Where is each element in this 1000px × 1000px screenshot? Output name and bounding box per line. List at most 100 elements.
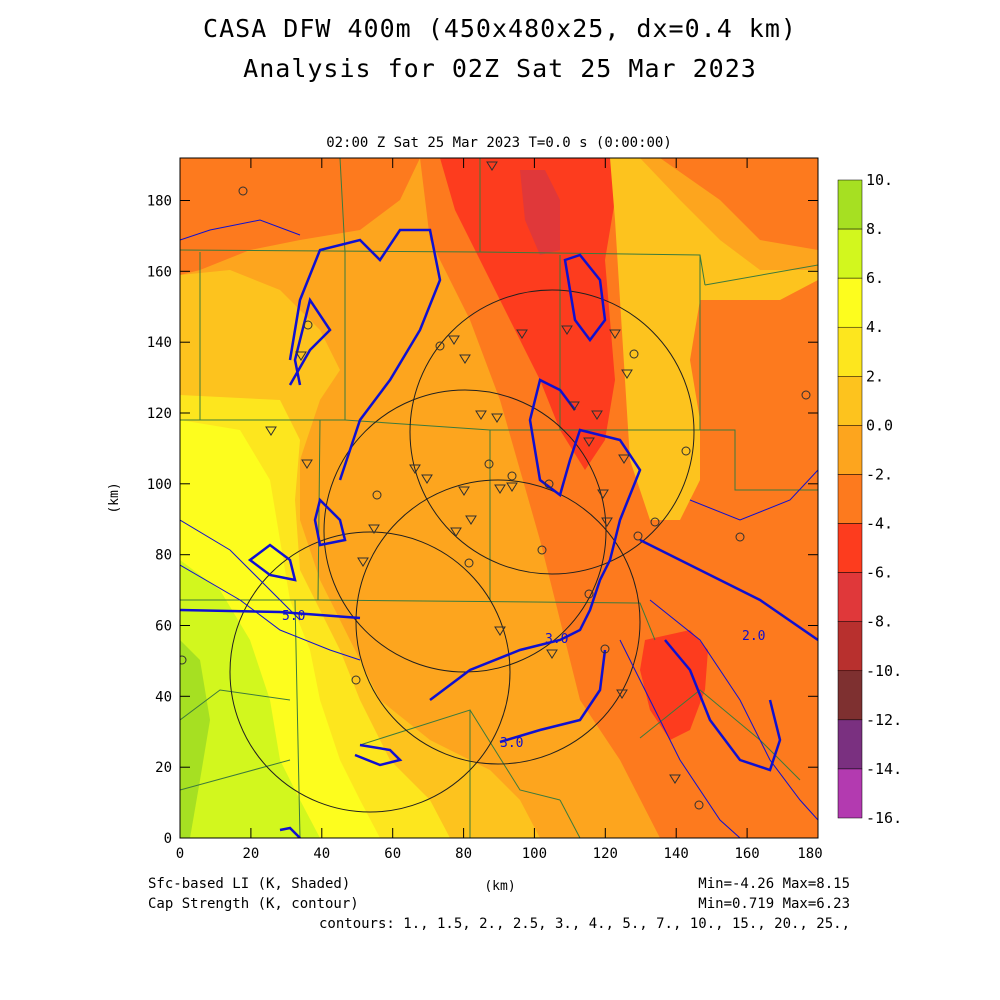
x-tick-label: 140 xyxy=(664,846,689,862)
y-tick-label: 140 xyxy=(147,335,172,351)
cap-contour-3a xyxy=(429,378,642,701)
axis-ticks xyxy=(179,158,819,839)
y-tick-label: 20 xyxy=(155,760,172,776)
station-triangle xyxy=(609,329,621,339)
station-circle xyxy=(464,558,474,568)
shade-nw-neg xyxy=(180,158,420,275)
shade-pos8 xyxy=(180,560,320,838)
plot-frame xyxy=(179,157,819,839)
y-tick-label: 60 xyxy=(155,619,172,635)
colorbar-label: -4. xyxy=(866,515,893,533)
chart-subtitle: Analysis for 02Z Sat 25 Mar 2023 xyxy=(243,54,757,83)
station-triangle xyxy=(458,486,470,496)
colorbar-segment xyxy=(837,523,863,573)
colorbar-label: 8. xyxy=(866,220,884,238)
colorbar-label: -14. xyxy=(866,760,902,778)
station-triangle xyxy=(475,410,487,420)
shaded-minmax: Min=-4.26 Max=8.15 xyxy=(698,876,850,892)
colorbar-label: -8. xyxy=(866,613,893,631)
station-triangle xyxy=(546,649,558,659)
station-triangle xyxy=(459,354,471,364)
y-tick-label: 160 xyxy=(147,264,172,280)
station-circle xyxy=(303,320,313,330)
station-triangle xyxy=(618,454,630,464)
x-tick-label: 60 xyxy=(384,846,401,862)
y-tick-label: 80 xyxy=(155,548,172,564)
station-triangle xyxy=(265,426,277,436)
x-tick-labels: 0 20 40 60 80 100 120 140 160 180 xyxy=(176,846,823,862)
contour-label-group: 5.0 3.0 3.0 2.0 xyxy=(282,609,765,751)
radar-ring-3 xyxy=(355,479,641,765)
station-circle xyxy=(629,349,639,359)
station-triangle xyxy=(409,464,421,474)
station-triangle xyxy=(616,689,628,699)
colorbar-label: -10. xyxy=(866,662,902,680)
station-circle xyxy=(544,479,554,489)
contour-minmax: Min=0.719 Max=6.23 xyxy=(698,896,850,912)
cap-contour-5 xyxy=(180,608,361,620)
shade-neg6 xyxy=(520,170,560,255)
station-triangle xyxy=(561,325,573,335)
station-circle xyxy=(180,655,187,665)
y-axis-label: (km) xyxy=(107,482,122,513)
radar-ring-2 xyxy=(323,389,607,673)
station-triangle xyxy=(491,413,503,423)
station-circle xyxy=(694,800,704,810)
station-triangle xyxy=(506,482,518,492)
cap-contour-thick-3 xyxy=(313,497,347,547)
cap-strength-contours xyxy=(180,219,818,838)
x-tick-label: 160 xyxy=(734,846,759,862)
station-circle xyxy=(801,390,811,400)
contour-label: 3.0 xyxy=(500,736,523,751)
radar-range-rings xyxy=(229,289,695,813)
colorbar-segment xyxy=(837,179,863,230)
station-triangle xyxy=(368,524,380,534)
station-triangle xyxy=(450,527,462,537)
station-triangle xyxy=(568,401,580,411)
colorbar-label: 4. xyxy=(866,318,884,336)
station-circle xyxy=(584,589,594,599)
station-circle xyxy=(600,644,610,654)
colorbar-segment xyxy=(837,670,863,721)
cap-contour-thin-1 xyxy=(180,564,361,661)
station-circle xyxy=(372,490,382,500)
y-tick-label: 180 xyxy=(147,194,172,210)
station-triangle xyxy=(591,410,603,420)
station-triangle xyxy=(583,437,595,447)
colorbar-label: -6. xyxy=(866,564,893,582)
colorbar-label: -2. xyxy=(866,465,893,483)
colorbar-label: 6. xyxy=(866,269,884,287)
station-circle xyxy=(507,471,517,481)
colorbar-segment xyxy=(837,326,863,377)
cap-contour-thin-4 xyxy=(649,599,818,821)
county-boundaries xyxy=(180,158,818,838)
x-tick-label: 100 xyxy=(522,846,547,862)
y-tick-label: 120 xyxy=(147,406,172,422)
colorbar-segment xyxy=(837,719,863,770)
y-tick-label: 0 xyxy=(164,831,172,847)
contour-label: 2.0 xyxy=(742,629,765,644)
station-triangle xyxy=(295,351,307,361)
cap-contour-north-loop xyxy=(563,253,607,343)
x-tick-label: 120 xyxy=(593,846,618,862)
station-triangle xyxy=(597,489,609,499)
cap-contour-south-small xyxy=(354,743,403,767)
station-circle xyxy=(633,531,643,541)
y-tick-label: 40 xyxy=(155,689,172,705)
colorbar-segment xyxy=(837,621,863,672)
shade-ne-neg2 xyxy=(660,158,818,250)
cap-contour-thin-3 xyxy=(180,219,301,241)
cap-contour-3b xyxy=(499,649,607,744)
station-circle xyxy=(735,532,745,542)
shade-pos10 xyxy=(180,640,210,838)
station-triangle xyxy=(301,459,313,469)
station-triangle xyxy=(357,557,369,567)
station-triangle xyxy=(669,774,681,784)
contour-levels: contours: 1., 1.5, 2., 2.5, 3., 4., 5., … xyxy=(318,916,850,932)
y-tick-labels: 0 20 40 60 80 100 120 140 160 180 xyxy=(147,194,172,848)
cap-contour-thin-2 xyxy=(180,519,301,621)
colorbar-segment xyxy=(837,376,863,426)
colorbar: 10. 8. 6. 4. 2. 0.0 -2. -4. -6. -8. -10. -12. -14. -1… xyxy=(837,171,902,827)
cap-contour-thin-5 xyxy=(619,639,741,838)
